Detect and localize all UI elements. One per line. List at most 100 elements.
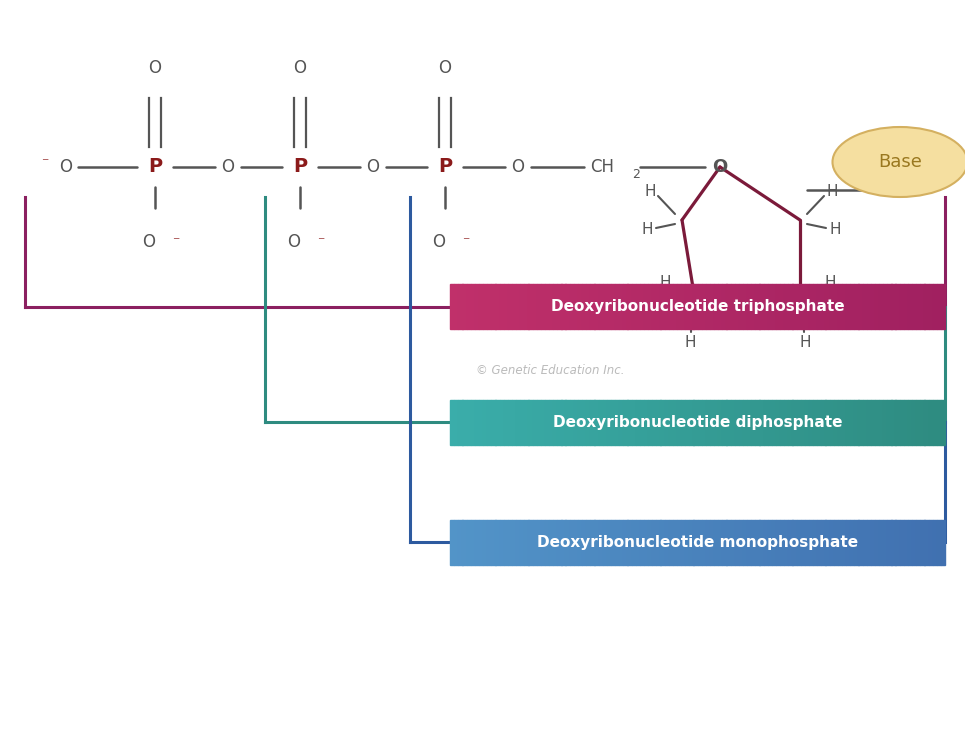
Bar [540, 520, 545, 565]
Bar [796, 399, 801, 444]
Bar [598, 399, 603, 444]
Text: O: O [293, 59, 307, 77]
Bar [491, 520, 496, 565]
Bar [879, 399, 883, 444]
Bar [916, 284, 921, 329]
Bar [689, 520, 694, 565]
Bar [854, 520, 859, 565]
Bar [466, 520, 471, 565]
Bar [602, 284, 607, 329]
Bar [772, 284, 776, 329]
Bar [702, 520, 706, 565]
Bar [830, 520, 834, 565]
Bar [896, 284, 899, 329]
Bar [623, 284, 627, 329]
Bar [545, 520, 549, 565]
Bar [705, 399, 710, 444]
Bar [598, 284, 603, 329]
Bar [565, 284, 569, 329]
Bar [743, 284, 747, 329]
Bar [611, 284, 616, 329]
Bar [562, 520, 565, 565]
Text: O: O [149, 59, 161, 77]
Bar [834, 399, 838, 444]
Bar [801, 284, 805, 329]
Bar [574, 520, 578, 565]
Bar [569, 520, 574, 565]
Bar [455, 399, 458, 444]
Bar [801, 520, 805, 565]
Bar [611, 520, 616, 565]
Bar [908, 520, 912, 565]
Bar [681, 520, 685, 565]
Bar [743, 399, 747, 444]
Bar [508, 520, 512, 565]
Bar [870, 520, 875, 565]
Bar [636, 520, 640, 565]
Text: H: H [829, 223, 841, 238]
Bar [676, 520, 681, 565]
Bar [495, 284, 500, 329]
Bar [834, 284, 838, 329]
Bar [924, 399, 928, 444]
Ellipse shape [833, 127, 965, 197]
Bar [640, 520, 644, 565]
Bar [850, 284, 854, 329]
Bar [524, 520, 529, 565]
Bar [937, 399, 941, 444]
Text: O: O [222, 158, 234, 176]
Bar [796, 520, 801, 565]
Bar [582, 520, 587, 565]
Bar [483, 399, 487, 444]
Text: H: H [645, 184, 656, 199]
Bar [813, 284, 817, 329]
Bar [557, 399, 562, 444]
Bar [487, 520, 491, 565]
Bar [458, 284, 462, 329]
Bar [586, 399, 591, 444]
Bar [648, 399, 652, 444]
Text: Deoxyribonucleotide triphosphate: Deoxyribonucleotide triphosphate [551, 299, 844, 314]
Text: O: O [438, 59, 452, 77]
Bar [908, 284, 912, 329]
Bar [817, 399, 821, 444]
Bar [565, 399, 569, 444]
Bar [916, 399, 921, 444]
Bar [586, 284, 591, 329]
Bar [652, 520, 656, 565]
Bar [734, 399, 739, 444]
Bar [557, 284, 562, 329]
Bar [932, 520, 937, 565]
Bar [710, 399, 714, 444]
Bar [739, 284, 743, 329]
Bar [533, 399, 537, 444]
Bar [821, 520, 826, 565]
Bar [912, 399, 917, 444]
Bar [883, 520, 888, 565]
Bar [846, 284, 850, 329]
Bar [602, 399, 607, 444]
Bar [763, 284, 768, 329]
Bar [644, 399, 648, 444]
Bar [586, 520, 591, 565]
Bar [870, 284, 875, 329]
Bar [594, 520, 598, 565]
Bar [529, 399, 533, 444]
Bar [479, 399, 483, 444]
Bar [792, 399, 797, 444]
Bar [665, 284, 669, 329]
Bar [710, 520, 714, 565]
Bar [500, 399, 504, 444]
Bar [759, 284, 763, 329]
Bar [648, 284, 652, 329]
Bar [479, 520, 483, 565]
Text: H: H [824, 274, 836, 290]
Text: P: P [148, 157, 162, 177]
Bar [615, 399, 620, 444]
Bar [607, 399, 611, 444]
Bar [545, 284, 549, 329]
Bar [694, 284, 698, 329]
Bar [921, 284, 924, 329]
Bar [780, 520, 785, 565]
Bar [912, 520, 917, 565]
